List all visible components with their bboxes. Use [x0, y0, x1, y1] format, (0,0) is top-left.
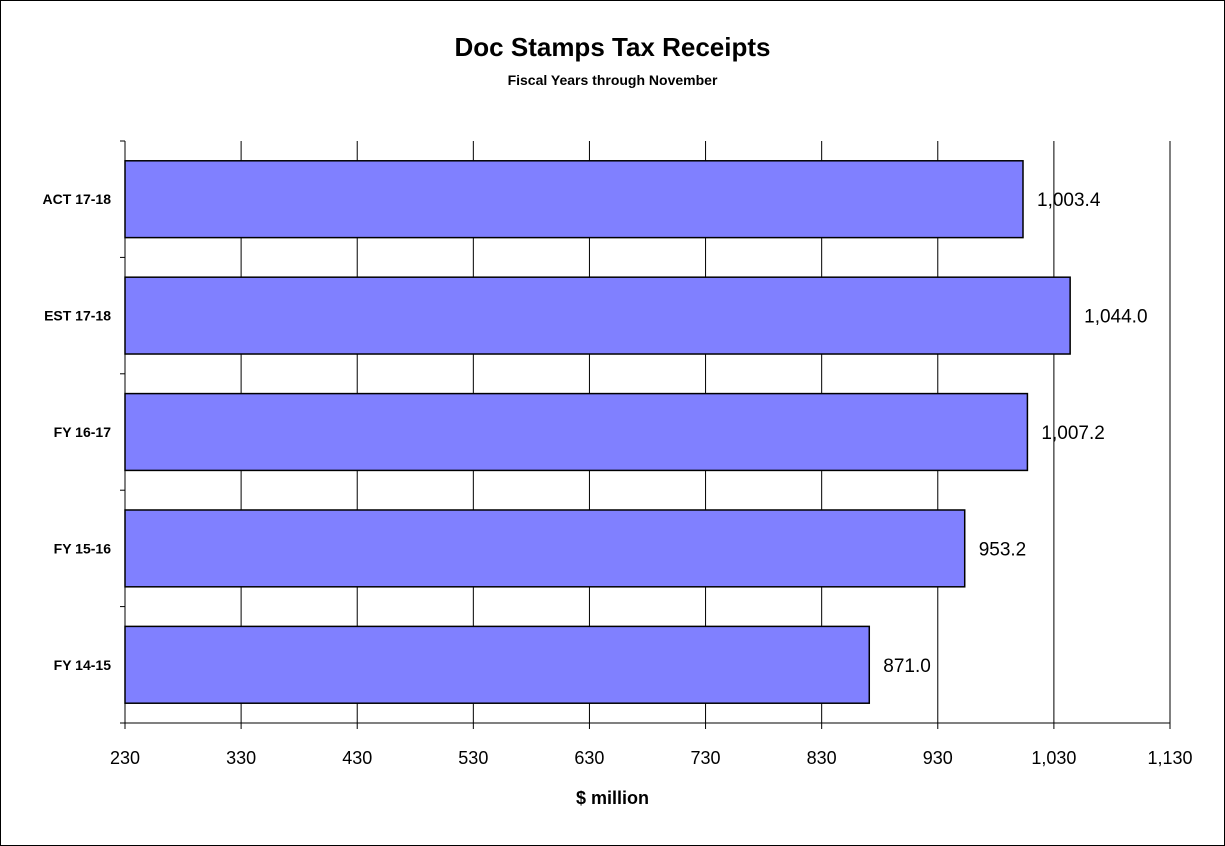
x-tick-label: 230 — [110, 748, 140, 768]
category-label: ACT 17-18 — [43, 191, 112, 207]
x-tick-label: 330 — [226, 748, 256, 768]
chart-title: Doc Stamps Tax Receipts — [454, 32, 771, 62]
x-tick-label: 630 — [574, 748, 604, 768]
x-tick-label: 1,130 — [1147, 748, 1192, 768]
data-label: 1,003.4 — [1037, 190, 1101, 211]
category-label: FY 15-16 — [54, 540, 112, 556]
data-label: 1,007.2 — [1041, 423, 1104, 444]
x-tick-label: 430 — [342, 748, 372, 768]
data-label: 953.2 — [979, 539, 1027, 560]
x-axis-label: $ million — [575, 788, 649, 808]
x-tick-label: 530 — [458, 748, 488, 768]
data-label: 1,044.0 — [1084, 307, 1147, 328]
data-label: 871.0 — [883, 656, 931, 677]
x-tick-label: 830 — [807, 748, 837, 768]
category-label: EST 17-18 — [44, 308, 111, 324]
category-label: FY 16-17 — [54, 424, 112, 440]
x-tick-label: 930 — [923, 748, 953, 768]
chart-subtitle: Fiscal Years through November — [507, 72, 718, 88]
bar — [124, 160, 1024, 239]
x-tick-label: 730 — [691, 748, 721, 768]
category-label: FY 14-15 — [54, 657, 112, 673]
bar — [124, 276, 1071, 355]
bar — [124, 509, 966, 588]
bar — [124, 625, 871, 704]
x-tick-label: 1,030 — [1031, 748, 1076, 768]
bar — [124, 392, 1029, 472]
